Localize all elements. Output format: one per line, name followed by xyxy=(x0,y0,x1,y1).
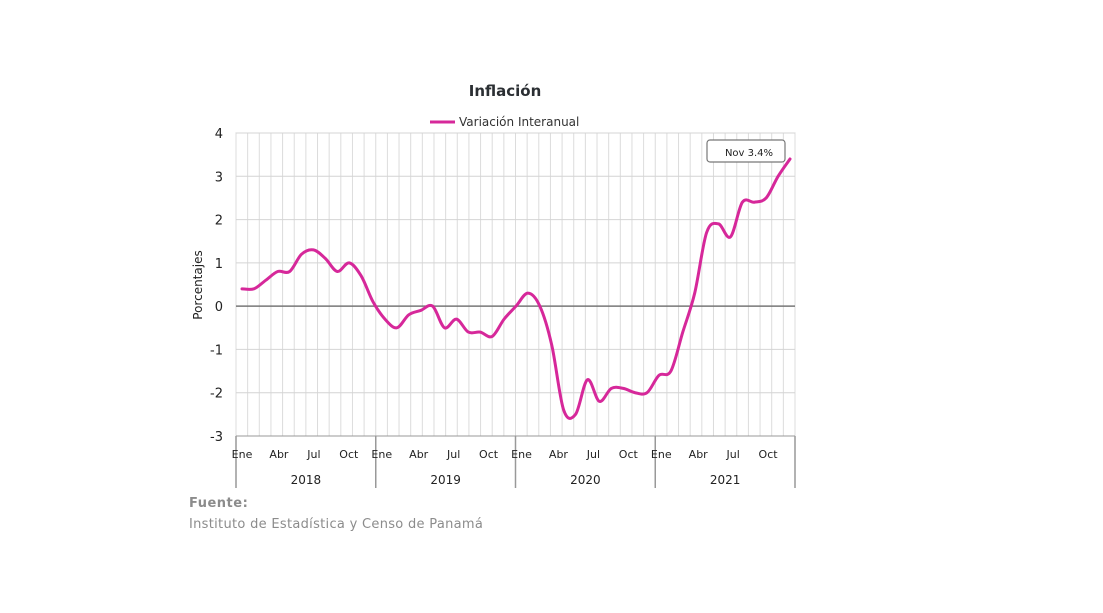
source-label: Fuente: xyxy=(189,496,249,511)
series-layer xyxy=(240,157,792,420)
plot-grid xyxy=(235,132,796,437)
month-tick-label: Ene xyxy=(371,448,392,461)
month-tick-label: Jul xyxy=(306,448,320,461)
source-block: Fuente: Instituto de Estadística y Censo… xyxy=(189,496,483,532)
legend[interactable]: Variación Interanual xyxy=(430,115,579,129)
month-tick-label: Oct xyxy=(619,448,639,461)
legend-label: Variación Interanual xyxy=(459,115,579,129)
x-axis: 2018 Ene Abr Jul Oct 2019 Ene Abr Jul Oct 2020 Ene A… xyxy=(232,435,796,488)
y-tick-label: 2 xyxy=(215,214,223,229)
y-tick-label: -2 xyxy=(210,387,223,402)
month-tick-label: Ene xyxy=(232,448,253,461)
y-tick-label: 0 xyxy=(215,300,223,315)
annotation-box xyxy=(706,139,786,163)
month-tick-label: Abr xyxy=(409,448,429,461)
y-tick-label: -3 xyxy=(210,430,223,445)
month-tick-label: Oct xyxy=(339,448,359,461)
last-value-annotation: Nov 3.4% xyxy=(706,139,786,163)
y-axis-ticks: 4 3 2 1 0 -1 -2 -3 xyxy=(210,127,223,445)
month-tick-label: Oct xyxy=(759,448,779,461)
year-label: 2018 xyxy=(291,473,322,487)
year-label: 2019 xyxy=(430,473,461,487)
y-tick-label: -1 xyxy=(210,343,223,358)
month-tick-label: Jul xyxy=(725,448,739,461)
annotation-text: Nov 3.4% xyxy=(725,148,773,159)
month-tick-label: Abr xyxy=(689,448,709,461)
month-tick-label: Jul xyxy=(586,448,600,461)
month-tick-label: Abr xyxy=(269,448,289,461)
series-line-variacion-interanual xyxy=(240,157,792,420)
source-value: Instituto de Estadística y Censo de Pana… xyxy=(189,517,484,532)
y-tick-label: 4 xyxy=(215,127,223,142)
month-tick-label: Jul xyxy=(446,448,460,461)
y-tick-label: 1 xyxy=(215,257,223,272)
chart-title: Inflación xyxy=(469,82,542,100)
year-label: 2020 xyxy=(570,473,601,487)
month-tick-label: Abr xyxy=(549,448,569,461)
y-axis-label: Porcentajes xyxy=(191,250,205,319)
month-tick-label: Ene xyxy=(511,448,532,461)
year-label: 2021 xyxy=(710,473,741,487)
y-tick-label: 3 xyxy=(215,170,223,185)
month-tick-label: Ene xyxy=(651,448,672,461)
month-tick-label: Oct xyxy=(479,448,499,461)
